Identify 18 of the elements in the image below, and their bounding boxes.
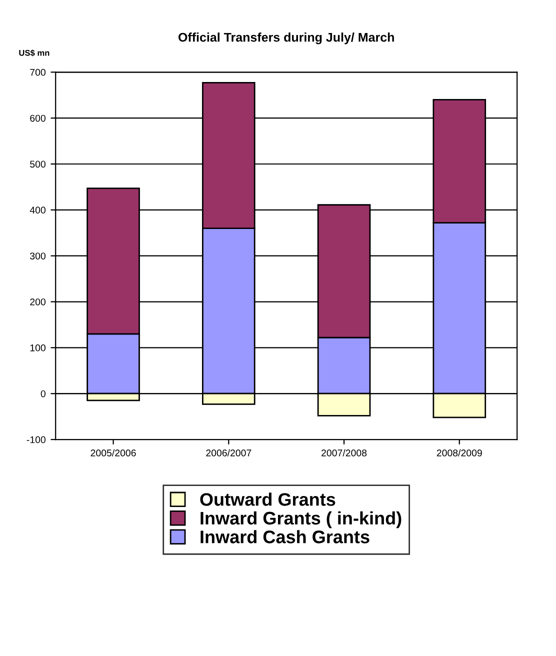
y-tick-label: 0 [40, 390, 46, 398]
legend-label: Inward Grants ( in-kind) [200, 511, 402, 528]
y-tick-label: 400 [30, 206, 46, 214]
x-tick-label: 2008/2009 [436, 449, 482, 456]
x-tick-label: 2007/2008 [322, 449, 367, 456]
chart-title: Official Transfers during July/ March [178, 32, 394, 44]
y-axis-title: US$ mn [19, 50, 50, 56]
y-tick-label: 200 [30, 298, 46, 306]
y-tick-label: 300 [30, 252, 46, 260]
y-tick-label: 600 [30, 114, 46, 122]
y-tick-label: 500 [30, 160, 46, 168]
legend-label: Inward Cash Grants [200, 530, 370, 544]
y-tick-label: -100 [26, 436, 46, 444]
x-tick-label: 2006/2007 [206, 449, 252, 456]
y-tick-label: 700 [30, 68, 46, 76]
legend-label: Outward Grants [200, 492, 336, 506]
x-tick-label: 2005/2006 [90, 449, 136, 456]
y-tick-label: 100 [30, 344, 46, 352]
